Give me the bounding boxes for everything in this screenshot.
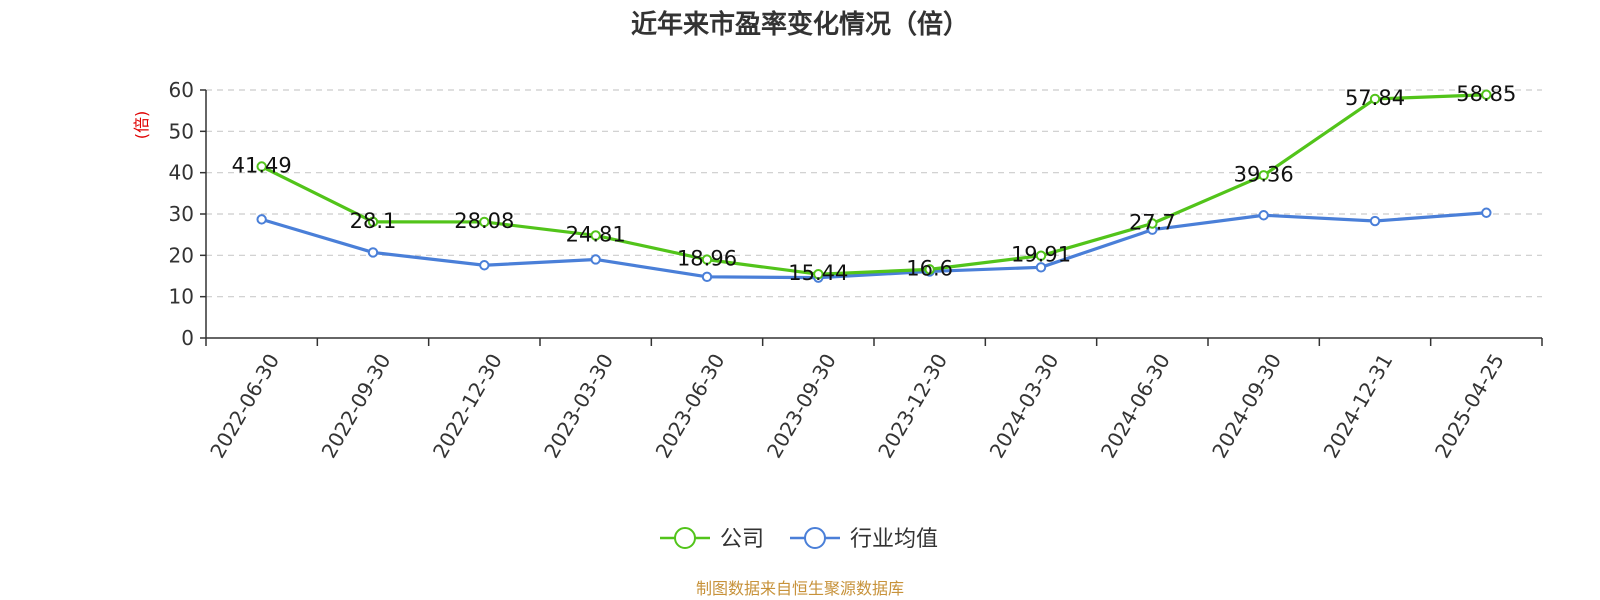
- grid-lines: [206, 89, 1542, 298]
- x-tick-label: 2024-09-30: [1207, 350, 1286, 463]
- x-tick-label: 2024-03-30: [985, 350, 1064, 463]
- data-point-company: [701, 254, 713, 265]
- axes: [200, 89, 1543, 346]
- data-label: 28.1: [350, 209, 397, 233]
- data-label: 28.08: [454, 209, 514, 233]
- data-labels: 41.49 28.1 28.08 24.81 18.96 15.44 16.6 19.91 27…: [232, 82, 1517, 285]
- series-points: [256, 89, 1492, 283]
- data-label: 58.85: [1456, 82, 1516, 106]
- x-tick-label: 2025-04-25: [1430, 350, 1509, 463]
- legend-marker: [674, 527, 696, 549]
- data-point-industry: [701, 271, 713, 283]
- y-tick-label: 50: [169, 119, 194, 143]
- series-line-company: [260, 93, 1487, 276]
- legend-marker: [804, 527, 826, 549]
- data-point-company: [256, 161, 267, 172]
- data-point-company: [1481, 89, 1492, 100]
- x-tick-label: 2022-09-30: [317, 350, 396, 463]
- data-point-company: [1369, 93, 1381, 105]
- data-point-industry: [1369, 215, 1381, 227]
- y-tick-label: 20: [169, 243, 194, 267]
- x-tick-label: 2023-06-30: [651, 350, 730, 463]
- y-tick-label: 10: [169, 285, 194, 309]
- y-tick-label: 0: [181, 326, 194, 350]
- x-tick-label: 2024-06-30: [1096, 350, 1175, 463]
- data-label: 16.6: [906, 256, 953, 280]
- legend-label: 行业均值: [850, 527, 938, 552]
- series-line-industry: [261, 211, 1487, 280]
- y-tick-labels: 0 10 20 30 40 50 60: [169, 78, 194, 350]
- y-tick-label: 60: [169, 78, 194, 102]
- x-tick-label: 2022-12-30: [428, 350, 507, 463]
- data-point-industry: [367, 247, 379, 258]
- data-point-company: [813, 268, 824, 280]
- data-point-company: [1147, 218, 1158, 229]
- x-tick-label: 2023-12-30: [873, 350, 952, 463]
- data-point-industry: [1481, 207, 1492, 218]
- data-label: 27.7: [1129, 211, 1176, 235]
- data-point-company: [590, 230, 601, 241]
- x-tick-label: 2022-06-30: [205, 350, 284, 463]
- data-point-industry: [479, 260, 490, 271]
- data-point-company: [479, 216, 490, 228]
- legend: 公司 行业均值: [660, 527, 938, 552]
- data-point-company: [1258, 170, 1269, 181]
- x-tick-label: 2024-12-31: [1319, 350, 1398, 463]
- x-tick-label: 2023-09-30: [762, 350, 841, 463]
- data-label: 18.96: [677, 247, 737, 271]
- data-point-industry: [590, 254, 601, 265]
- data-label: 15.44: [788, 261, 848, 285]
- data-label: 19.91: [1011, 243, 1071, 267]
- data-point-company: [367, 216, 379, 228]
- data-label: 24.81: [566, 222, 626, 246]
- data-point-company: [1035, 250, 1047, 261]
- series-lines: [260, 93, 1487, 280]
- data-point-company: [924, 264, 935, 275]
- chart-title: 近年来市盈率变化情况（倍）: [631, 9, 969, 40]
- legend-label: 公司: [720, 527, 764, 552]
- y-tick-label: 30: [169, 202, 194, 226]
- x-tick-labels: 2022-06-30 2022-09-30 2022-12-30 2023-03-30…: [205, 350, 1509, 463]
- data-label: 41.49: [232, 154, 292, 178]
- data-label: 39.36: [1234, 162, 1294, 186]
- data-point-industry: [1035, 262, 1047, 273]
- y-tick-label: 40: [169, 161, 194, 185]
- x-tick-label: 2023-03-30: [539, 350, 618, 463]
- source-note: 制图数据来自恒生聚源数据库: [696, 579, 904, 598]
- data-label: 57.84: [1345, 86, 1405, 110]
- data-point-industry: [256, 214, 267, 225]
- data-point-industry: [1258, 210, 1269, 221]
- y-axis-label: (倍): [132, 111, 151, 140]
